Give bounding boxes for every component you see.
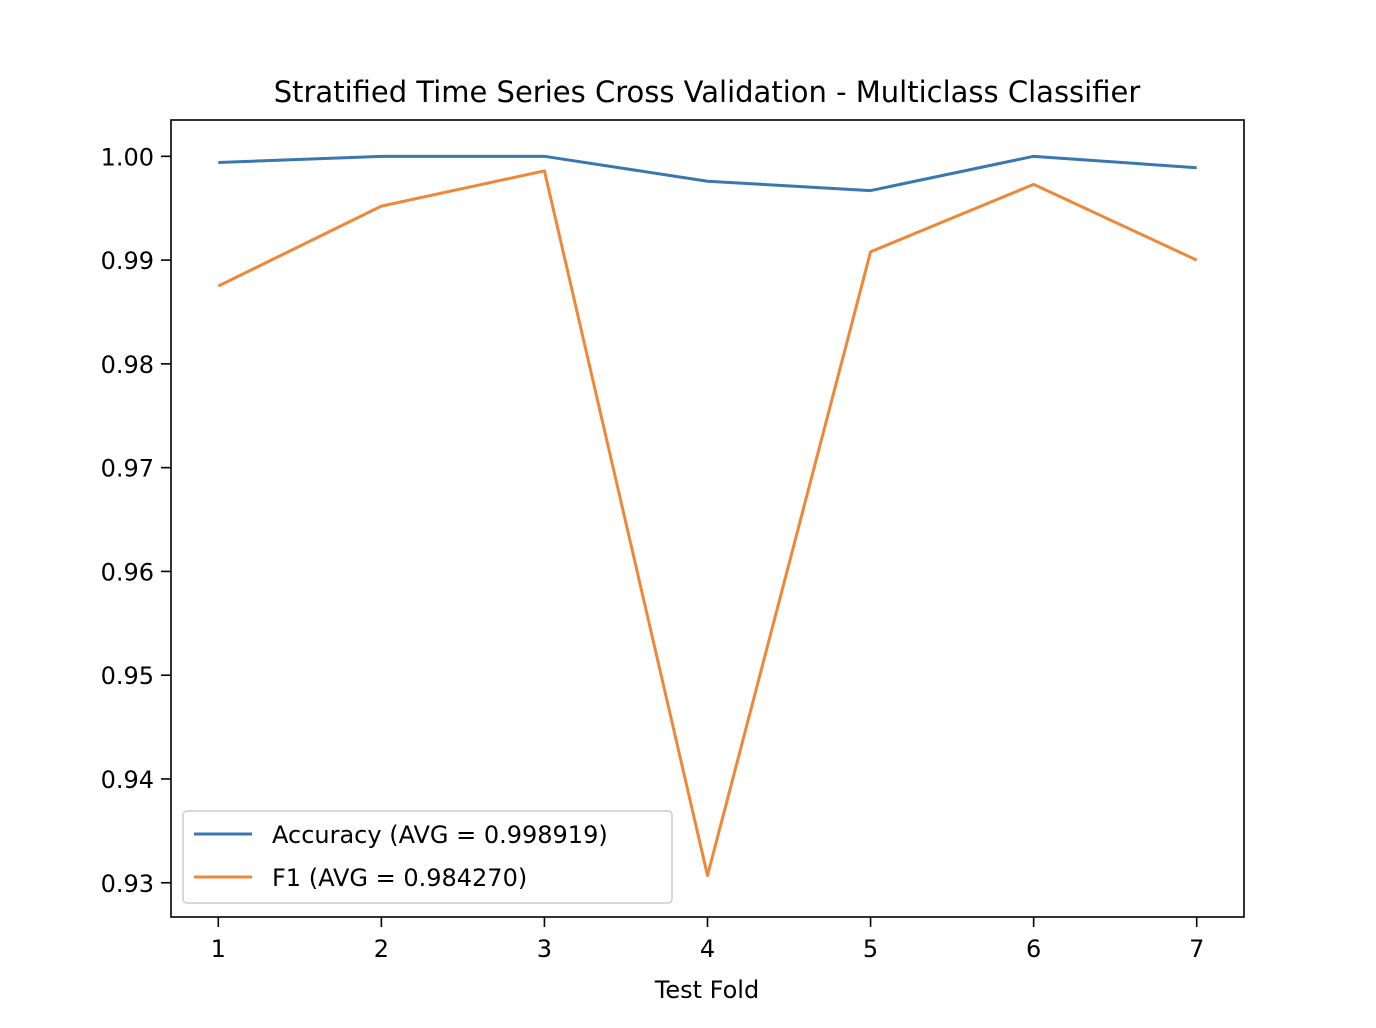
plot-frame	[170, 119, 1245, 918]
x-tick-label: 3	[537, 935, 552, 963]
y-tick-label: 0.94	[101, 766, 154, 794]
y-tick-label: 0.98	[101, 351, 154, 379]
x-tick-label: 7	[1189, 935, 1204, 963]
x-tick-label: 4	[700, 935, 715, 963]
y-tick-label: 0.93	[101, 870, 154, 898]
x-axis-ticks: 1 2 3 4 5 6 7	[211, 917, 1204, 963]
series-layer	[217, 154, 1198, 877]
x-tick-label: 1	[211, 935, 226, 963]
x-axis-label: Test Fold	[654, 976, 759, 1004]
y-tick-label: 0.97	[101, 455, 154, 483]
series-line-f1	[217, 169, 1198, 877]
x-tick-label: 2	[374, 935, 389, 963]
x-tick-label: 6	[1026, 935, 1041, 963]
legend-label-accuracy: Accuracy (AVG = 0.998919)	[272, 821, 608, 849]
series-line-accuracy	[218, 154, 1197, 193]
chart-title: Stratified Time Series Cross Validation …	[274, 75, 1141, 109]
legend-label-f1: F1 (AVG = 0.984270)	[272, 864, 527, 892]
y-tick-label: 0.99	[101, 247, 154, 275]
y-tick-label: 0.95	[101, 662, 154, 690]
y-axis-ticks: 0.93 0.94 0.95 0.96 0.97 0.98 0.99 1.00	[101, 143, 171, 898]
x-tick-label: 5	[863, 935, 878, 963]
y-tick-label: 0.96	[101, 558, 154, 586]
legend: Accuracy (AVG = 0.998919) F1 (AVG = 0.98…	[182, 810, 673, 904]
legend-box	[182, 810, 673, 904]
y-tick-label: 1.00	[101, 143, 154, 171]
